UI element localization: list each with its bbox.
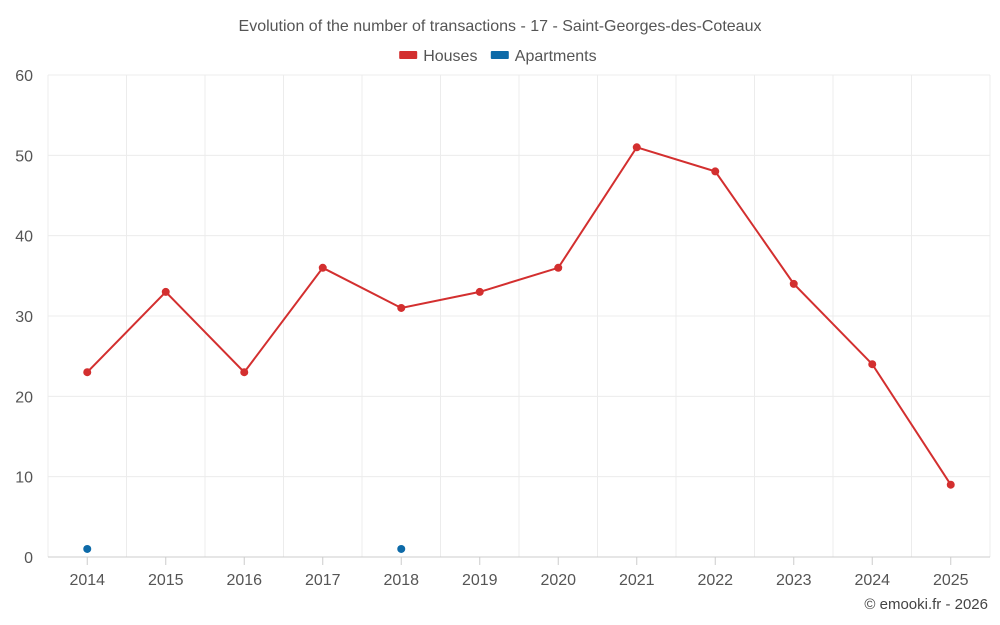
legend-label-houses: Houses [423, 48, 477, 65]
data-point-houses [711, 167, 720, 176]
x-tick-label: 2025 [933, 572, 969, 589]
grid-lines [47, 74, 991, 557]
series-line-houses [86, 146, 952, 486]
axes: 0 10 20 30 40 50 60 2014 2015 2016 2017 2018 2019 202… [15, 68, 990, 589]
data-point-houses [161, 287, 170, 296]
x-tick-label: 2022 [697, 572, 733, 589]
data-point-houses [632, 143, 641, 152]
data-point-houses [318, 263, 327, 272]
y-tick-label: 40 [15, 229, 33, 246]
x-tick-label: 2021 [619, 572, 655, 589]
y-tick-label: 50 [15, 148, 33, 165]
y-tick-label: 0 [24, 550, 33, 567]
data-point-apartments [397, 544, 406, 553]
x-tick-label: 2017 [305, 572, 341, 589]
data-point-houses [789, 279, 798, 288]
x-tick-label: 2018 [383, 572, 419, 589]
data-point-houses [554, 263, 563, 272]
y-tick-label: 30 [15, 309, 33, 326]
x-tick-label: 2016 [226, 572, 262, 589]
y-tick-label: 20 [15, 389, 33, 406]
data-point-houses [397, 303, 406, 312]
x-tick-label: 2023 [776, 572, 812, 589]
data-point-houses [475, 287, 484, 296]
x-tick-label: 2020 [540, 572, 576, 589]
x-tick-label: 2019 [462, 572, 498, 589]
legend-swatch-apartments [490, 51, 509, 59]
y-tick-label: 10 [15, 470, 33, 487]
chart-title: Evolution of the number of transactions … [239, 18, 762, 35]
data-point-houses [83, 368, 92, 377]
series-layer [83, 143, 955, 553]
data-point-houses [240, 368, 249, 377]
legend-label-apartments: Apartments [515, 48, 597, 65]
data-point-apartments [83, 544, 92, 553]
x-tick-label: 2024 [854, 572, 890, 589]
legend-swatch-houses [399, 51, 418, 59]
x-tick-label: 2015 [148, 572, 184, 589]
data-point-houses [946, 480, 955, 489]
x-tick-label: 2014 [69, 572, 105, 589]
legend: Houses Apartments [399, 48, 597, 65]
y-tick-label: 60 [15, 68, 33, 85]
data-point-houses [868, 360, 877, 369]
credit-text: © emooki.fr - 2026 [864, 596, 988, 613]
